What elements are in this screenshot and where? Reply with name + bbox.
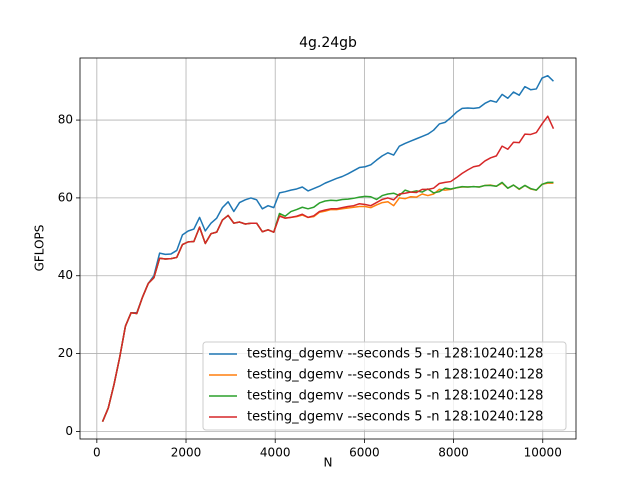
y-tick-label: 60 xyxy=(58,190,73,204)
y-axis-label: GFLOPS xyxy=(33,225,47,272)
legend-label: testing_dgemv --seconds 5 -n 128:10240:1… xyxy=(247,347,543,362)
x-tick-label: 0 xyxy=(93,446,101,460)
x-tick-label: 10000 xyxy=(524,446,562,460)
legend-label: testing_dgemv --seconds 5 -n 128:10240:1… xyxy=(247,410,543,425)
y-tick-label: 40 xyxy=(58,268,73,282)
x-tick-label: 4000 xyxy=(260,446,291,460)
x-tick-label: 2000 xyxy=(171,446,202,460)
x-tick-label: 8000 xyxy=(438,446,469,460)
axes-frame xyxy=(79,57,577,440)
y-tick-label: 20 xyxy=(58,346,73,360)
legend-label: testing_dgemv --seconds 5 -n 128:10240:1… xyxy=(247,389,543,404)
chart-title: 4g.24gb xyxy=(299,35,357,51)
y-tick-label: 80 xyxy=(58,113,73,127)
legend-box xyxy=(202,341,567,431)
legend-label: testing_dgemv --seconds 5 -n 128:10240:1… xyxy=(247,368,543,383)
series-line xyxy=(101,115,555,422)
x-axis-label: N xyxy=(324,456,333,470)
x-tick-label: 6000 xyxy=(349,446,380,460)
series-line xyxy=(101,74,554,422)
y-tick-label: 0 xyxy=(65,424,73,438)
